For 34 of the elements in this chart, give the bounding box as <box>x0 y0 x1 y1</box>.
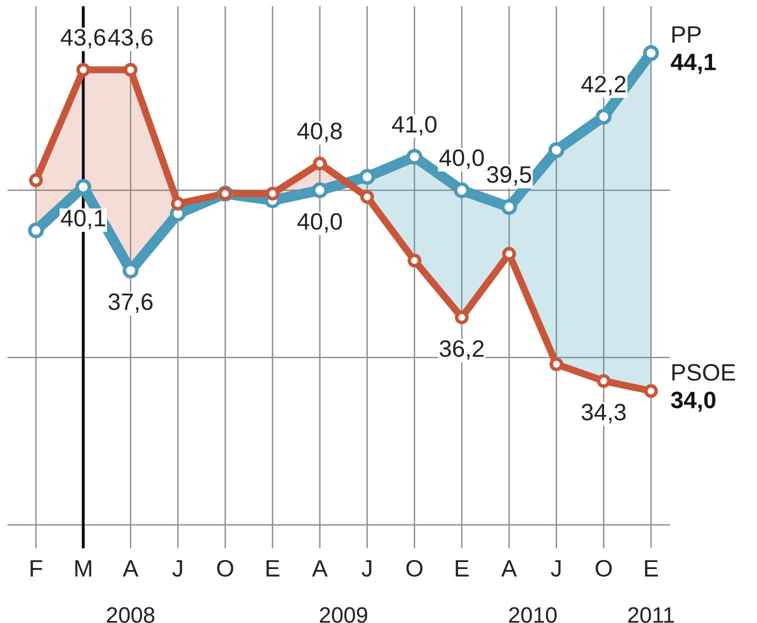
x-tick-label: J <box>362 560 372 577</box>
x-tick-label: M <box>75 560 92 576</box>
x-tick-label: O <box>596 560 612 577</box>
data-label: 44,1 <box>670 54 716 74</box>
data-label: 43,6 <box>60 28 106 48</box>
data-label: 37,6 <box>108 293 153 313</box>
x-tick-label: O <box>217 560 234 577</box>
x-tick-label: E <box>456 560 469 576</box>
x-tick-label: J <box>172 560 182 577</box>
data-label: 43,6 <box>108 28 153 48</box>
data-label: 40,0 <box>297 213 342 233</box>
text: 2009 <box>320 607 368 623</box>
x-tick-label: O <box>406 560 423 577</box>
data-label: 41,0 <box>392 116 437 136</box>
data-label: 40,0 <box>439 149 484 169</box>
data-label: 42,2 <box>581 76 626 96</box>
data-label: 40,1 <box>60 210 106 230</box>
data-label: 34,0 <box>671 392 716 412</box>
data-label: 40,8 <box>297 122 342 142</box>
x-tick-label: A <box>501 560 517 576</box>
x-tick-label: J <box>550 560 561 577</box>
x-tick-label: E <box>266 560 280 576</box>
data-label: 39,5 <box>487 166 532 186</box>
x-tick-label: F <box>30 560 42 576</box>
x-tick-label: A <box>312 560 328 576</box>
text: 2011 <box>628 607 674 623</box>
text: 2010 <box>509 607 557 623</box>
x-tick-label: A <box>122 560 138 576</box>
series-label: PSOE <box>672 364 736 381</box>
data-label: 34,3 <box>582 404 626 424</box>
x-tick-label: E <box>645 560 658 576</box>
data-label: 36,2 <box>440 340 484 360</box>
text: 2008 <box>106 607 154 623</box>
series-label: PP <box>672 26 701 43</box>
